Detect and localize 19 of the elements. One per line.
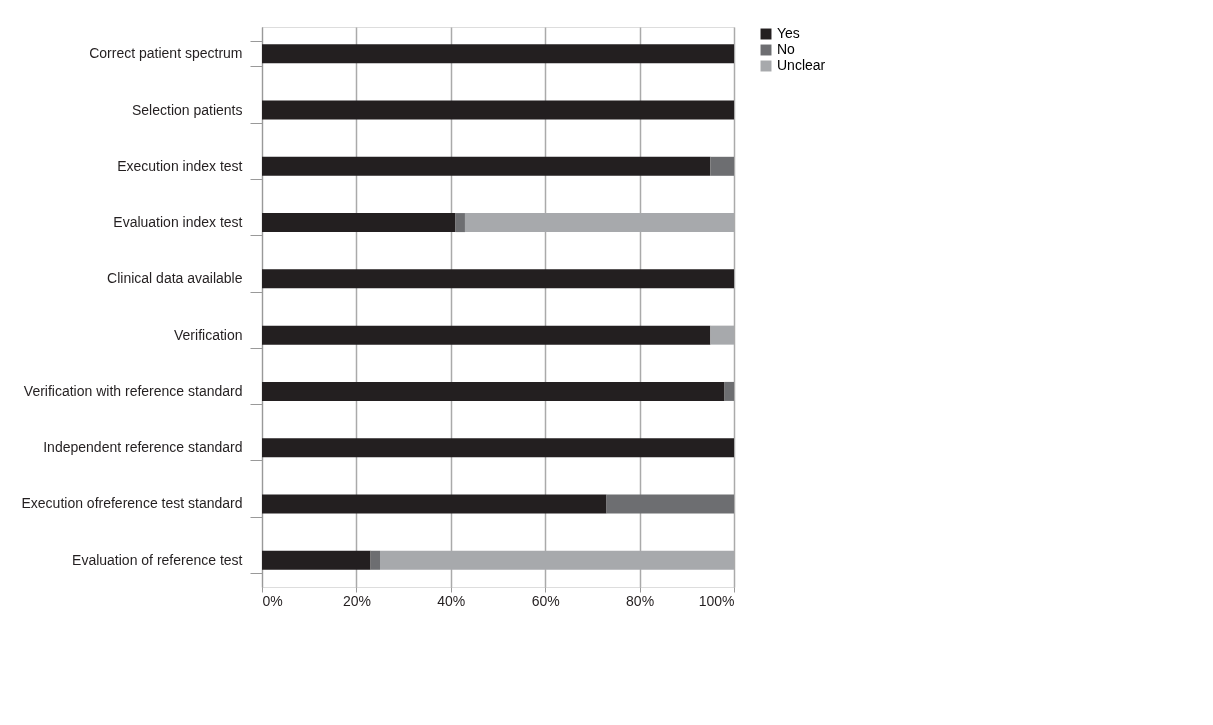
y-tick-label: Verification with reference standard — [23, 382, 243, 399]
y-tick-label: Evaluation of reference test — [72, 551, 243, 568]
y-tick-label: Execution ofreference test standard — [21, 495, 243, 512]
x-tick-label: 80% — [626, 592, 655, 609]
legend-label: No — [777, 41, 796, 57]
y-tick-label: Selection patients — [131, 101, 243, 118]
legend-label: Unclear — [777, 57, 826, 73]
x-tick-label: 40% — [437, 592, 466, 609]
x-tick-label: 100% — [698, 592, 735, 609]
x-tick-label: 0% — [262, 592, 283, 609]
y-tick-label: Execution index test — [117, 157, 243, 174]
legend-label: Yes — [777, 25, 800, 41]
y-tick-label: Evaluation index test — [113, 214, 243, 231]
y-tick-label: Verification — [174, 326, 243, 343]
y-tick-label: Independent reference standard — [43, 439, 243, 456]
y-tick-label: Correct patient spectrum — [89, 45, 243, 62]
x-tick-label: 60% — [531, 592, 560, 609]
x-tick-label: 20% — [342, 592, 371, 609]
y-tick-label: Clinical data available — [107, 270, 243, 287]
